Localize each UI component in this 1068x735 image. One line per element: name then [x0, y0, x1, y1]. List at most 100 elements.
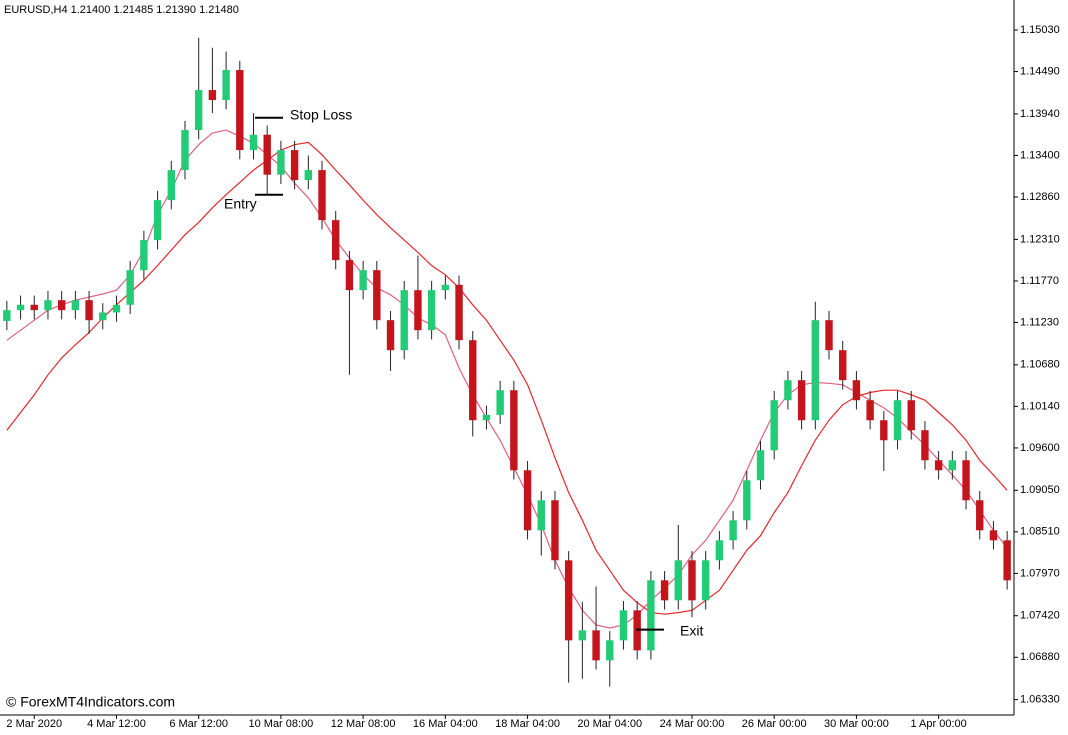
candle-body: [441, 284, 450, 291]
candle-body: [277, 150, 285, 175]
candle-body: [839, 350, 847, 381]
x-tick-label: 30 Mar 00:00: [824, 718, 889, 730]
candle-body: [701, 560, 710, 601]
candle-body: [729, 520, 737, 541]
candle-body: [496, 390, 504, 415]
y-tick-label: 1.13400: [1020, 149, 1060, 161]
candle-body: [332, 220, 340, 261]
candle-body: [400, 290, 408, 351]
candle-body: [907, 400, 915, 431]
candle-body: [345, 260, 354, 291]
candle-body: [318, 170, 326, 221]
candle-body: [386, 320, 395, 351]
x-tick-label: 24 Mar 00:00: [660, 718, 725, 730]
candle-body: [85, 300, 93, 321]
candle-body: [126, 270, 134, 305]
candle-body: [564, 560, 573, 641]
candle-body: [866, 400, 874, 421]
x-tick-label: 2 Mar 2020: [6, 718, 62, 730]
candle-body: [194, 90, 203, 131]
candle-body: [373, 270, 381, 321]
candle-body: [304, 170, 313, 181]
candle-body: [989, 530, 998, 541]
y-tick-label: 1.10680: [1020, 359, 1060, 371]
candle-body: [674, 560, 682, 601]
candle-body: [962, 460, 970, 501]
y-tick-label: 1.09050: [1020, 484, 1060, 496]
candle-body: [99, 312, 107, 321]
x-tick-label: 4 Mar 12:00: [87, 718, 146, 730]
y-tick-label: 1.12310: [1020, 233, 1060, 245]
x-tick-label: 6 Mar 12:00: [169, 718, 228, 730]
candle-body: [44, 300, 52, 311]
x-tick-label: 1 Apr 00:00: [910, 718, 966, 730]
candle-body: [880, 420, 888, 441]
candle-body: [236, 70, 244, 151]
candle-body: [825, 320, 833, 351]
candle-body: [852, 380, 861, 401]
candle-body: [140, 240, 148, 271]
y-tick-label: 1.11770: [1020, 275, 1059, 287]
candle-body: [414, 290, 422, 331]
candle-body: [57, 300, 66, 311]
candle-body: [592, 630, 600, 661]
candle-body: [167, 170, 175, 201]
candle-body: [756, 450, 765, 481]
candle-body: [743, 480, 751, 521]
y-tick-label: 1.07970: [1020, 567, 1060, 579]
annotation: Stop Loss: [290, 106, 352, 122]
candle-body: [249, 134, 258, 151]
candle-body: [359, 270, 367, 291]
candle-body: [784, 380, 792, 401]
y-tick-label: 1.06880: [1020, 651, 1060, 663]
x-tick-label: 16 Mar 04:00: [413, 718, 478, 730]
x-tick-label: 12 Mar 08:00: [331, 718, 396, 730]
candle-body: [647, 580, 655, 651]
candle-body: [208, 90, 217, 101]
candle-body: [606, 640, 614, 661]
candle-body: [551, 500, 559, 561]
y-tick-label: 1.13940: [1020, 108, 1060, 120]
candle-body: [222, 70, 230, 101]
candle-body: [921, 430, 929, 461]
x-tick-label: 10 Mar 08:00: [248, 718, 313, 730]
y-tick-label: 1.10140: [1020, 400, 1060, 412]
annotation: Exit: [680, 622, 703, 638]
candle-body: [263, 134, 271, 175]
candle-body: [16, 304, 25, 311]
y-tick-label: 1.14490: [1020, 65, 1060, 77]
y-tick-label: 1.12860: [1020, 191, 1060, 203]
y-tick-label: 1.06330: [1020, 694, 1060, 706]
y-tick-label: 1.07420: [1020, 610, 1060, 622]
candle-body: [797, 380, 806, 421]
moving-average: [6, 141, 1008, 615]
candle-body: [578, 630, 587, 641]
candle-body: [715, 540, 724, 561]
y-tick-label: 1.15030: [1020, 24, 1060, 36]
candle-body: [3, 310, 11, 321]
chart-title: EURUSD,H4 1.21400 1.21485 1.21390 1.2148…: [4, 4, 239, 16]
candle-body: [934, 460, 943, 471]
candle-body: [455, 284, 463, 341]
x-tick-label: 18 Mar 04:00: [495, 718, 560, 730]
candle-body: [30, 304, 38, 311]
candle-body: [976, 500, 984, 531]
candle-body: [537, 500, 545, 531]
candle-body: [893, 400, 902, 441]
candle-body: [153, 200, 162, 241]
candle-body: [619, 610, 628, 641]
candle-body: [660, 580, 669, 601]
footer: © ForexMT4Indicators.com: [6, 694, 175, 710]
candle-body: [948, 460, 957, 471]
candle-body: [510, 390, 518, 471]
candle-body: [1003, 540, 1011, 581]
candle-body: [71, 300, 80, 311]
candle-body: [427, 290, 436, 331]
y-tick-label: 1.11230: [1020, 316, 1059, 328]
candle-body: [290, 150, 299, 181]
candle-body: [811, 320, 820, 421]
x-tick-label: 26 Mar 00:00: [742, 718, 807, 730]
